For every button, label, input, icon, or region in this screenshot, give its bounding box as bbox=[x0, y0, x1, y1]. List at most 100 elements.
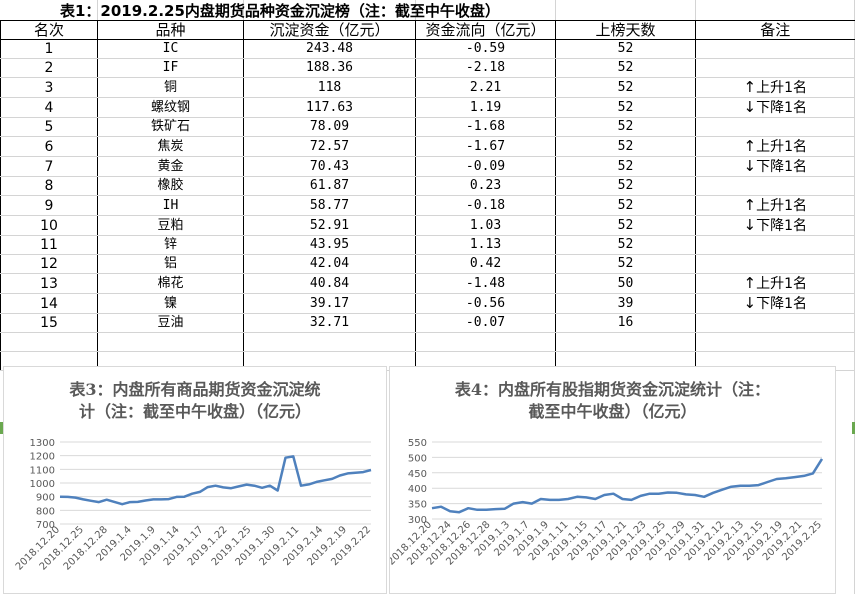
capital-cell: 39.17 bbox=[243, 293, 416, 314]
name-cell: 焦炭 bbox=[97, 136, 244, 157]
name-cell: 铜 bbox=[97, 77, 244, 98]
series-line bbox=[431, 458, 824, 514]
table-row: 3 铜 118 2.21 52 ↑上升1名 bbox=[0, 77, 855, 98]
note-text: 上升1名 bbox=[756, 276, 807, 292]
y-tick-label: 1300 bbox=[30, 438, 55, 449]
table-row: 7 黄金 70.43 -0.09 52 ↓下降1名 bbox=[0, 156, 855, 177]
days-cell: 52 bbox=[555, 117, 696, 137]
flow-cell: -2.18 bbox=[415, 58, 556, 78]
rank-cell: 10 bbox=[0, 215, 98, 236]
table-row: 1 IC 243.48 -0.59 52 bbox=[0, 39, 855, 59]
column-header: 资金流向（亿元） bbox=[415, 20, 556, 40]
rank-cell: 8 bbox=[0, 176, 98, 196]
name-cell: 螺纹钢 bbox=[97, 97, 244, 118]
note-cell bbox=[695, 39, 855, 59]
rank-cell: 9 bbox=[0, 195, 98, 216]
arrow-down-icon: ↓ bbox=[743, 157, 757, 175]
days-cell: 52 bbox=[555, 136, 696, 157]
arrow-up-icon: ↑ bbox=[743, 78, 757, 96]
note-cell bbox=[695, 117, 855, 137]
capital-cell: 32.71 bbox=[243, 313, 416, 333]
flow-cell: -1.48 bbox=[415, 273, 556, 294]
note-cell bbox=[695, 235, 855, 255]
name-cell: IF bbox=[97, 58, 244, 78]
note-cell: ↓下降1名 bbox=[695, 215, 855, 236]
empty-cell bbox=[243, 332, 416, 352]
y-tick-label: 1200 bbox=[30, 452, 55, 463]
days-cell: 52 bbox=[555, 156, 696, 177]
rank-cell: 13 bbox=[0, 273, 98, 294]
capital-cell: 61.87 bbox=[243, 176, 416, 196]
table-row: 6 焦炭 72.57 -1.67 52 ↑上升1名 bbox=[0, 136, 855, 157]
note-cell: ↓下降1名 bbox=[695, 97, 855, 118]
capital-ranking-table: 名次 品种 沉淀资金（亿元） 资金流向（亿元） 上榜天数 备注 1 IC 243.48 -0.5… bbox=[0, 20, 855, 371]
name-cell: IC bbox=[97, 39, 244, 59]
flow-cell: -0.07 bbox=[415, 313, 556, 333]
arrow-up-icon: ↑ bbox=[743, 274, 757, 292]
name-cell: 棉花 bbox=[97, 273, 244, 294]
capital-cell: 78.09 bbox=[243, 117, 416, 137]
index-capital-chart: 表4：内盘所有股指期货资金沉淀统计（注： 截至中午收盘）（亿元） 300 350 4… bbox=[389, 366, 836, 594]
rank-cell: 5 bbox=[0, 117, 98, 137]
capital-cell: 118 bbox=[243, 77, 416, 98]
selection-marker-left bbox=[0, 422, 3, 434]
capital-cell: 40.84 bbox=[243, 273, 416, 294]
chart-title-line2: 计（注：截至中午收盘）（亿元） bbox=[78, 402, 311, 421]
rank-cell: 7 bbox=[0, 156, 98, 177]
empty-cell bbox=[415, 332, 556, 352]
days-cell: 52 bbox=[555, 97, 696, 118]
y-tick-label: 900 bbox=[36, 493, 55, 504]
table-row: 14 镍 39.17 -0.56 39 ↓下降1名 bbox=[0, 293, 855, 314]
rank-cell: 2 bbox=[0, 58, 98, 78]
capital-cell: 52.91 bbox=[243, 215, 416, 236]
name-cell: 镍 bbox=[97, 293, 244, 314]
days-cell: 52 bbox=[555, 176, 696, 196]
rank-cell: 1 bbox=[0, 39, 98, 59]
y-tick-label: 300 bbox=[408, 515, 427, 526]
chart-svg: 70080090010001100120013002018.12.202018.… bbox=[14, 438, 373, 573]
y-tick-label: 1000 bbox=[30, 479, 55, 490]
note-cell bbox=[695, 176, 855, 196]
capital-cell: 188.36 bbox=[243, 58, 416, 78]
y-tick-label: 500 bbox=[408, 453, 427, 464]
column-header: 名次 bbox=[0, 20, 98, 40]
arrow-down-icon: ↓ bbox=[743, 98, 757, 116]
flow-cell: -0.09 bbox=[415, 156, 556, 177]
y-tick-label: 800 bbox=[36, 506, 55, 517]
chart-title-line2: 截至中午收盘）（亿元） bbox=[528, 402, 697, 421]
table-row: 10 豆粕 52.91 1.03 52 ↓下降1名 bbox=[0, 215, 855, 236]
table-row: 13 棉花 40.84 -1.48 50 ↑上升1名 bbox=[0, 273, 855, 294]
note-cell bbox=[695, 313, 855, 333]
note-text: 上升1名 bbox=[756, 139, 807, 155]
name-cell: 黄金 bbox=[97, 156, 244, 177]
note-cell bbox=[695, 254, 855, 274]
note-text: 下降1名 bbox=[756, 218, 807, 234]
rank-cell: 14 bbox=[0, 293, 98, 314]
table-row: 2 IF 188.36 -2.18 52 bbox=[0, 58, 855, 78]
days-cell: 16 bbox=[555, 313, 696, 333]
capital-cell: 117.63 bbox=[243, 97, 416, 118]
arrow-down-icon: ↓ bbox=[743, 216, 757, 234]
note-cell: ↑上升1名 bbox=[695, 273, 855, 294]
flow-cell: 0.23 bbox=[415, 176, 556, 196]
chart-svg: 3003504004505005502018.12.202018.12.2420… bbox=[390, 438, 824, 568]
arrow-up-icon: ↑ bbox=[743, 137, 757, 155]
empty-row bbox=[0, 332, 855, 352]
name-cell: 豆油 bbox=[97, 313, 244, 333]
empty-cell bbox=[555, 332, 696, 352]
y-tick-label: 400 bbox=[408, 484, 427, 495]
flow-cell: 0.42 bbox=[415, 254, 556, 274]
flow-cell: 1.03 bbox=[415, 215, 556, 236]
note-text: 上升1名 bbox=[756, 80, 807, 96]
arrow-up-icon: ↑ bbox=[743, 196, 757, 214]
name-cell: IH bbox=[97, 195, 244, 216]
y-tick-label: 700 bbox=[36, 520, 55, 531]
chart-title-line1: 表3：内盘所有商品期货资金沉淀统 bbox=[69, 380, 321, 399]
capital-cell: 243.48 bbox=[243, 39, 416, 59]
capital-cell: 70.43 bbox=[243, 156, 416, 177]
column-header: 备注 bbox=[695, 20, 855, 40]
capital-cell: 43.95 bbox=[243, 235, 416, 255]
rank-cell: 6 bbox=[0, 136, 98, 157]
note-text: 下降1名 bbox=[756, 100, 807, 116]
days-cell: 52 bbox=[555, 215, 696, 236]
